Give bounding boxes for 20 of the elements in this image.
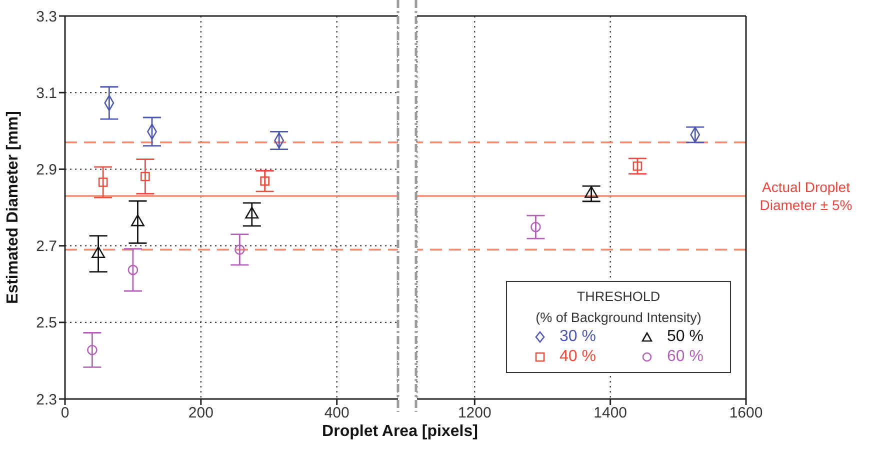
y-tick-label: 3.1 bbox=[36, 84, 57, 102]
y-tick-label: 2.5 bbox=[36, 314, 57, 332]
x-tick-label: 1200 bbox=[458, 404, 492, 422]
y-tick-label: 2.9 bbox=[36, 162, 57, 179]
y-axis-title: Estimated Diameter [mm] bbox=[4, 111, 22, 304]
legend-label: 50 % bbox=[667, 328, 704, 346]
x-tick-label: 400 bbox=[324, 404, 350, 422]
legend-label: 30 % bbox=[560, 328, 596, 346]
x-tick-label: 200 bbox=[188, 404, 214, 422]
x-tick-label: 1600 bbox=[729, 404, 763, 422]
legend-title: THRESHOLD (% of Background Intensity) bbox=[534, 288, 702, 327]
x-axis-title: Droplet Area [pixels] bbox=[321, 423, 479, 441]
legend-label: 60 % bbox=[667, 348, 704, 366]
ref-line-label: Actual Droplet Diameter ± 5% bbox=[760, 179, 852, 214]
x-tick-label: 0 bbox=[60, 404, 70, 422]
legend-label: 40 % bbox=[560, 348, 596, 366]
y-tick-label: 2.3 bbox=[36, 391, 57, 408]
y-tick-label: 3.3 bbox=[36, 8, 57, 26]
x-tick-label: 1400 bbox=[594, 404, 628, 422]
y-tick-label: 2.7 bbox=[36, 238, 57, 256]
